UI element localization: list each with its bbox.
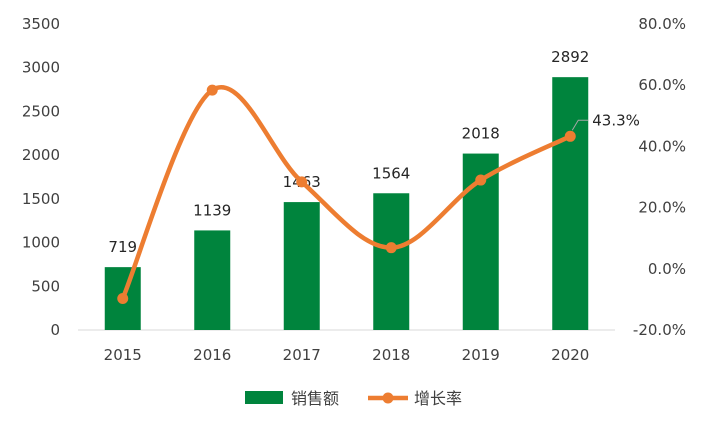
x-axis-ticks: 2015 2016 2017 2018 2019 2020 xyxy=(104,346,590,364)
right-axis: -20.0% 0.0% 20.0% 40.0% 60.0% 80.0% xyxy=(633,15,686,339)
bar xyxy=(552,77,589,330)
bar xyxy=(194,230,231,330)
legend-swatch-growth-marker xyxy=(382,392,394,404)
x-axis-tick-label: 2018 xyxy=(372,346,410,364)
growth-label-leader xyxy=(571,119,589,131)
legend: 销售额 增长率 xyxy=(245,389,462,408)
bar-data-label: 2018 xyxy=(462,125,500,143)
legend-swatch-sales xyxy=(245,391,283,404)
right-axis-tick-label: 0.0% xyxy=(648,260,686,278)
left-axis-tick-label: 0 xyxy=(50,321,60,339)
growth-point xyxy=(475,174,487,186)
right-axis-tick-label: 40.0% xyxy=(638,137,686,155)
x-axis-tick-label: 2017 xyxy=(283,346,321,364)
growth-point xyxy=(385,242,397,254)
growth-point xyxy=(206,84,218,96)
bar xyxy=(373,193,410,330)
legend-label-sales: 销售额 xyxy=(291,389,339,408)
left-axis-tick-label: 2000 xyxy=(22,146,60,164)
legend-label-growth: 增长率 xyxy=(414,389,462,408)
growth-point xyxy=(117,292,129,304)
left-axis-tick-label: 3000 xyxy=(22,59,60,77)
bar xyxy=(283,202,320,330)
bar-data-label: 1139 xyxy=(193,201,231,219)
bar-data-label: 1564 xyxy=(372,164,410,182)
left-axis-tick-label: 1500 xyxy=(22,190,60,208)
bar-data-labels: 71911391463156420182892 xyxy=(108,48,589,256)
x-axis-tick-label: 2016 xyxy=(193,346,231,364)
bar-series xyxy=(104,77,589,330)
left-axis-tick-label: 500 xyxy=(31,277,60,295)
right-axis-tick-label: 80.0% xyxy=(638,15,686,33)
left-axis-tick-label: 2500 xyxy=(22,102,60,120)
right-axis-tick-label: -20.0% xyxy=(633,321,686,339)
x-axis-tick-label: 2020 xyxy=(551,346,589,364)
growth-data-label: 43.3% xyxy=(592,111,640,129)
left-axis: 0 500 1000 1500 2000 2500 3000 3500 xyxy=(22,15,60,339)
x-axis-tick-label: 2015 xyxy=(104,346,142,364)
left-axis-tick-label: 3500 xyxy=(22,15,60,33)
right-axis-tick-label: 60.0% xyxy=(638,76,686,94)
x-axis-tick-label: 2019 xyxy=(462,346,500,364)
left-axis-tick-label: 1000 xyxy=(22,234,60,252)
bar-data-label: 2892 xyxy=(551,48,589,66)
bar-data-label: 719 xyxy=(108,238,137,256)
right-axis-tick-label: 20.0% xyxy=(638,199,686,217)
line-series: 43.3% xyxy=(117,84,640,304)
growth-line xyxy=(120,85,573,301)
growth-point xyxy=(296,176,308,188)
growth-point xyxy=(564,130,576,142)
